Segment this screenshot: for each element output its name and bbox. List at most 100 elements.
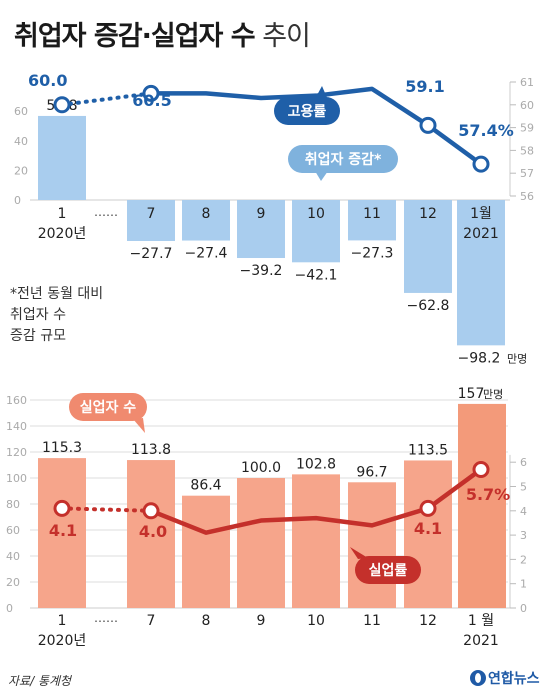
employment-value-label: −27.3 (351, 245, 394, 261)
unemployed-count-pill-label: 실업자 수 (80, 400, 137, 416)
unemployment-rate-pill-bg (355, 556, 421, 584)
employment-bar (127, 200, 175, 241)
right-axis-tick: 2 (520, 553, 527, 566)
title-main: 취업자 증감·실업자 수 (14, 21, 256, 52)
unemployment-rate-point (419, 499, 437, 517)
employment-rate-point (472, 155, 490, 173)
employment-bar (237, 200, 285, 259)
right-axis-tick: 5 (520, 481, 527, 494)
title-sub: 추이 (262, 21, 311, 52)
unemployment-bar (404, 460, 452, 608)
category-label: 9 (257, 206, 266, 222)
employment-rate-pill-pointer (316, 86, 328, 100)
category-label: 1 (58, 613, 67, 629)
category-label: 12 (419, 613, 437, 629)
unemployment-bar (348, 482, 396, 608)
unemployed-count-pill-pointer (133, 418, 145, 433)
employment-bar (348, 200, 396, 241)
category-year-label: 2021 (463, 633, 499, 649)
unemployment-value-label: 113.5 (408, 442, 448, 458)
axis-break-dots: …… (94, 205, 118, 219)
category-year-label: 2021 (463, 226, 499, 242)
employment-chart: 020406056575859606156.8−27.7−27.4−39.2−4… (14, 71, 534, 365)
unemployment-bar (292, 474, 340, 608)
unemployment-rate-point (53, 499, 71, 517)
unemployment-rate-label: 4.0 (139, 522, 167, 541)
page-title: 취업자 증감·실업자 수 추이 (14, 14, 311, 53)
employment-rate-label: 60.5 (132, 91, 171, 110)
employment-rate-label: 60.0 (28, 71, 67, 90)
unemployment-rate-label: 4.1 (49, 521, 77, 540)
category-label: 7 (147, 206, 156, 222)
employment-rate-pill: 고용률 (274, 86, 340, 125)
unemployment-bar (237, 478, 285, 608)
employment-rate-gap-line (60, 91, 153, 107)
right-axis-tick: 59 (520, 122, 534, 135)
category-label: 8 (202, 613, 211, 629)
unemployment-rate-pill: 실업률 (350, 547, 421, 584)
unemployment-value-label: 113.8 (131, 442, 171, 458)
employment-change-pill-pointer (315, 171, 328, 181)
logo-text: 연합뉴스 (488, 671, 540, 687)
category-label: 11 (363, 613, 381, 629)
employment-bar (38, 115, 86, 200)
category-label: 10 (307, 206, 325, 222)
category-label: 9 (257, 613, 266, 629)
employment-value-label: −62.8 (407, 298, 450, 314)
source-text: 자료/ 통계청 (8, 674, 72, 688)
left-axis-tick: 60 (14, 105, 28, 118)
category-label: 1 (58, 206, 67, 222)
unemployed-count-pill: 실업자 수 (69, 393, 147, 433)
right-axis-tick: 56 (520, 190, 534, 203)
category-label: 12 (419, 206, 437, 222)
employment-value-label: −27.4 (185, 246, 228, 262)
category-year-label: 2020년 (38, 226, 87, 242)
unemployment-rate-pill-pointer (350, 547, 368, 559)
employment-change-pill: 취업자 증감* (288, 145, 398, 181)
category-label: 8 (202, 206, 211, 222)
employment-change-pill-bg (288, 145, 398, 173)
unemployment-rate-label: 4.1 (414, 519, 442, 538)
employment-rate-label: 57.4% (458, 121, 514, 140)
unemployment-bar (182, 495, 230, 608)
unemployment-rate-pill-label: 실업률 (369, 562, 408, 579)
category-year-label: 2020년 (38, 633, 87, 649)
unemployment-value-label: 115.3 (42, 440, 82, 456)
unemployment-bar (127, 460, 175, 608)
left-axis-tick: 80 (6, 498, 20, 511)
unemployment-bar (458, 403, 506, 608)
unemployment-value-label: 100.0 (241, 460, 281, 476)
footnote: *전년 동월 대비 취업자 수 증감 규모 (10, 286, 104, 344)
left-axis-tick: 120 (6, 446, 27, 459)
employment-value-label: −39.2 (240, 263, 283, 279)
yonhap-logo-icon (470, 670, 486, 686)
unemployment-value-label: 86.4 (190, 478, 221, 494)
left-axis-tick: 60 (6, 524, 20, 537)
category-label: 11 (363, 206, 381, 222)
right-axis-tick: 60 (520, 99, 534, 112)
employment-change-pill-label: 취업자 증감* (305, 151, 382, 168)
left-axis-tick: 140 (6, 420, 27, 433)
employment-rate-point (419, 116, 437, 134)
axis-break-dots: …… (94, 611, 118, 625)
left-axis-tick: 20 (14, 164, 28, 177)
unemployment-value-label: 102.8 (296, 456, 336, 472)
employment-rate-point (53, 96, 71, 114)
right-axis-tick: 61 (520, 76, 534, 89)
employment-value-label: −27.7 (130, 246, 173, 262)
left-axis-tick: 0 (14, 194, 21, 207)
left-axis-tick: 40 (14, 135, 28, 148)
employment-rate-pill-label: 고용률 (288, 103, 327, 120)
unemployed-count-pill-bg (69, 393, 147, 421)
unemployment-unit: 만명 (483, 388, 503, 401)
left-axis-tick: 100 (6, 472, 27, 485)
left-axis-tick: 160 (6, 394, 27, 407)
employment-unit: 만명 (507, 352, 527, 365)
right-axis-tick: 57 (520, 167, 534, 180)
unemployment-rate-gap-line (60, 506, 153, 513)
category-label: 1 월 (468, 613, 494, 629)
employment-bar (292, 200, 340, 263)
right-axis-tick: 6 (520, 456, 527, 469)
